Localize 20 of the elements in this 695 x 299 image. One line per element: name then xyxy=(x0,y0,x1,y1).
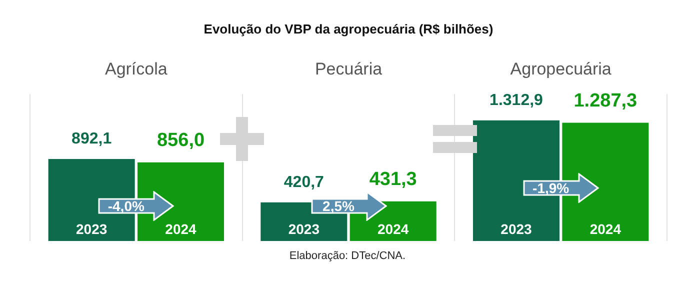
data-label: 856,0 xyxy=(156,130,205,152)
text: 2023 xyxy=(288,220,320,237)
data-label: 892,1 xyxy=(72,130,112,148)
series-label: 2023 xyxy=(76,220,108,237)
chart-title: Evolução do VBP da agropecuária (R$ bilhões) xyxy=(204,21,494,36)
x-tick-label: Agrícola xyxy=(104,59,168,78)
data-label: 1.287,3 xyxy=(574,90,638,112)
text: 2024 xyxy=(378,220,409,237)
data-label: 420,7 xyxy=(284,174,324,191)
annotation: 2,5% xyxy=(322,198,356,214)
data-label: 1.312,9 xyxy=(490,92,544,109)
series-label: 2024 xyxy=(165,220,197,237)
text: Elaboração: DTec/CNA. xyxy=(288,250,407,262)
annotation: -1,9% xyxy=(532,180,570,196)
annotation: -4,0% xyxy=(106,198,146,214)
x-tick-label: Agropecuária xyxy=(510,59,612,78)
data-label: 431,3 xyxy=(369,169,417,190)
text: 2023 xyxy=(500,220,532,237)
x-tick-label: Pecuária xyxy=(314,59,383,78)
text: 2024 xyxy=(590,220,621,237)
